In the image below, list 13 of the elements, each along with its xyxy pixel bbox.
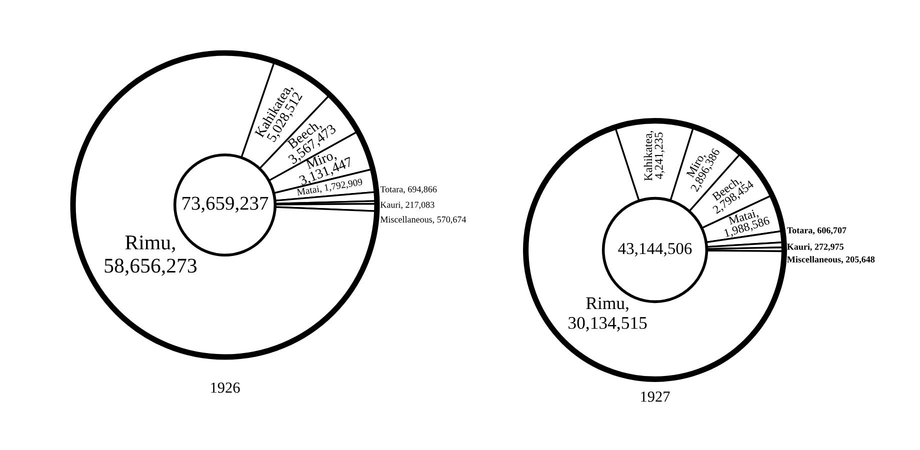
data-label: Kauri, 272,975 (787, 243, 844, 252)
text: 1926 (211, 382, 240, 393)
data-label: Totara, 606,707 (787, 227, 846, 235)
data-label: Miscellaneous, 570,674 (380, 216, 466, 224)
data-label: Totara, 694,866 (380, 186, 437, 194)
text: 1927 (641, 392, 670, 402)
data-label: Rimu, 30,134,515 (568, 297, 647, 332)
data-label: Kauri, 217,083 (380, 202, 434, 210)
text: 43,144,506 (618, 242, 692, 257)
data-label: Rimu, 58,656,273 (104, 236, 197, 276)
data-label: Kahikatea, 4,241,235 (644, 131, 665, 181)
text: 73,659,237 (182, 196, 268, 213)
data-label: Miscellaneous, 205,648 (787, 256, 875, 264)
